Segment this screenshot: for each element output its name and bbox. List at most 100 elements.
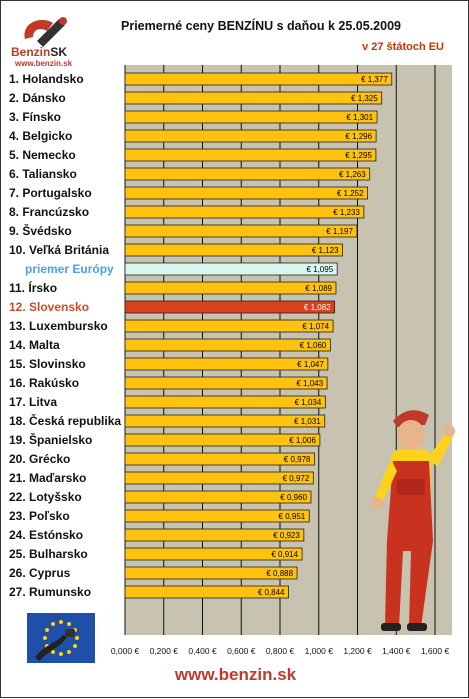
- bar: [124, 414, 326, 428]
- value-label: € 0,844: [258, 588, 285, 597]
- logo-url: www.benzin.sk: [15, 59, 73, 68]
- value-label: € 0,951: [279, 512, 306, 521]
- bar: [124, 357, 329, 371]
- category-label: 2. Dánsko: [9, 91, 66, 105]
- bar: [124, 566, 298, 580]
- benzin-logo-icon: [24, 17, 67, 47]
- category-label: 15. Slovinsko: [9, 357, 86, 371]
- bar: [124, 129, 377, 143]
- category-label: 16. Rakúsko: [9, 376, 79, 390]
- chart-title: Priemerné ceny BENZÍNU s daňou k 25.05.2…: [121, 19, 401, 33]
- bar: [124, 148, 377, 162]
- bar: [124, 471, 314, 485]
- category-label: 26. Cyprus: [9, 566, 71, 580]
- bar: [124, 433, 321, 447]
- bar: [124, 395, 326, 409]
- value-label: € 1,296: [345, 132, 372, 141]
- eu-flag-icon: [27, 613, 95, 663]
- category-label: 19. Španielsko: [9, 432, 92, 447]
- bar: [124, 167, 371, 181]
- value-label: € 1,082: [304, 303, 331, 312]
- bar: [124, 110, 378, 124]
- value-label: € 0,923: [273, 531, 300, 540]
- logo-brand: BenzinSK: [11, 45, 67, 59]
- value-label: € 1,031: [294, 417, 321, 426]
- category-label: 4. Belgicko: [9, 129, 72, 143]
- category-label: 10. Veľká Británia: [9, 243, 109, 257]
- value-label: € 1,252: [337, 189, 364, 198]
- value-label: € 1,089: [305, 284, 332, 293]
- category-label: 17. Litva: [9, 395, 57, 409]
- category-label: 6. Taliansko: [9, 167, 77, 181]
- value-label: € 1,263: [339, 170, 366, 179]
- logo-brand-name: Benzin: [11, 45, 51, 59]
- bar: [124, 490, 312, 504]
- x-tick-label: 1,600 €: [421, 646, 450, 656]
- category-label: 9. Švédsko: [9, 223, 72, 238]
- x-tick-label: 0,200 €: [150, 646, 179, 656]
- bar: [124, 186, 368, 200]
- category-label: 24. Estónsko: [9, 528, 83, 542]
- category-label: 25. Bulharsko: [9, 547, 88, 561]
- bar: [124, 281, 337, 295]
- footer-url: www.benzin.sk: [174, 665, 297, 684]
- x-tick-label: 1,000 €: [305, 646, 334, 656]
- category-label: 27. Rumunsko: [9, 585, 91, 599]
- mechanic-mascot-icon: [371, 410, 455, 631]
- value-label: € 1,295: [345, 151, 372, 160]
- bar: [124, 262, 338, 276]
- category-label: 3. Fínsko: [9, 110, 61, 124]
- bar: [124, 452, 315, 466]
- category-label: 23. Poľsko: [9, 509, 70, 523]
- category-label: 14. Malta: [9, 338, 60, 352]
- category-label: 22. Lotyšsko: [9, 490, 82, 504]
- value-label: € 1,074: [302, 322, 329, 331]
- bar: [124, 91, 383, 105]
- chart-subtitle: v 27 štátoch EU: [362, 41, 444, 53]
- category-label: 12. Slovensko: [9, 300, 89, 314]
- x-tick-label: 1,400 €: [382, 646, 411, 656]
- logo-brand-suffix: SK: [50, 45, 68, 59]
- bar: [124, 528, 305, 542]
- bar: [124, 547, 303, 561]
- bar: [124, 72, 393, 86]
- value-label: € 0,888: [266, 569, 293, 578]
- value-label: € 1,123: [312, 246, 339, 255]
- value-label: € 0,972: [283, 474, 310, 483]
- value-label: € 1,034: [295, 398, 322, 407]
- bar: [124, 243, 343, 257]
- value-label: € 1,325: [351, 94, 378, 103]
- bar: [124, 338, 331, 352]
- value-label: € 0,978: [284, 455, 311, 464]
- x-tick-label: 1,200 €: [343, 646, 372, 656]
- x-tick-label: 0,400 €: [188, 646, 217, 656]
- category-label: 11. Írsko: [9, 280, 57, 295]
- bar: [124, 300, 336, 314]
- bar: [124, 205, 365, 219]
- value-label: € 1,047: [297, 360, 324, 369]
- value-label: € 1,043: [296, 379, 323, 388]
- value-label: € 1,197: [326, 227, 353, 236]
- value-label: € 1,233: [333, 208, 360, 217]
- value-label: € 1,095: [306, 265, 333, 274]
- category-label: 18. Česká republika: [9, 413, 121, 428]
- value-label: € 0,960: [280, 493, 307, 502]
- bar: [124, 224, 358, 238]
- bar: [124, 585, 289, 599]
- category-label: priemer Európy: [25, 262, 114, 276]
- category-label: 7. Portugalsko: [9, 186, 92, 200]
- category-label: 20. Grécko: [9, 452, 70, 466]
- value-label: € 1,060: [300, 341, 327, 350]
- x-tick-label: 0,000 €: [111, 646, 140, 656]
- x-tick-label: 0,600 €: [227, 646, 256, 656]
- value-label: € 1,301: [346, 113, 373, 122]
- category-label: 5. Nemecko: [9, 148, 76, 162]
- value-label: € 1,006: [289, 436, 316, 445]
- bar: [124, 509, 310, 523]
- category-label: 1. Holandsko: [9, 72, 84, 86]
- x-tick-label: 0,800 €: [266, 646, 295, 656]
- value-label: € 1,377: [361, 75, 388, 84]
- category-label: 21. Maďarsko: [9, 471, 86, 485]
